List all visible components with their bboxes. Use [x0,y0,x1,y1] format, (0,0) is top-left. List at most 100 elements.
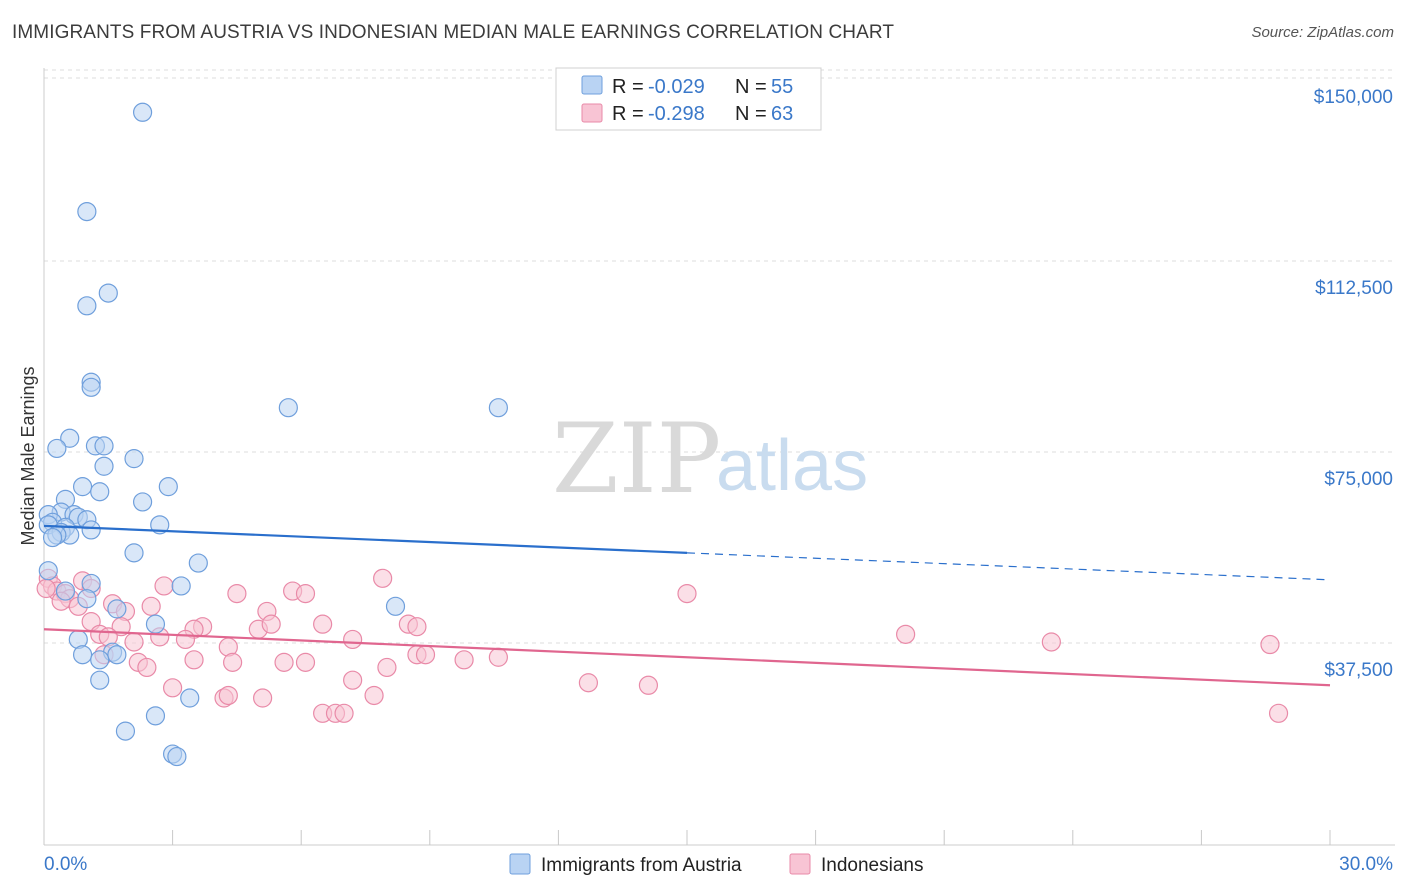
austria-point [81,520,101,540]
austria-point [124,449,144,469]
austria-point [167,746,187,767]
indonesians-point [295,652,316,672]
indonesians-point [184,650,204,670]
austria-point [115,721,136,741]
austria-point [72,477,93,497]
indonesians-point [415,645,436,665]
austria-point [188,553,208,573]
austria-point [98,283,118,303]
indonesians-point [1041,632,1061,652]
y-tick-label: $37,500 [1324,660,1393,681]
austria-point [42,527,63,548]
austria-point [107,645,127,665]
indonesians-point [227,583,247,604]
indonesians-point [578,673,599,693]
austria-point [145,614,166,634]
austria-point [60,428,80,448]
legend-swatch-austria [581,75,603,95]
austria-point [488,398,508,418]
indonesians-point [334,703,354,723]
indonesians-point [407,617,427,637]
austria-point [77,202,97,222]
indonesians-point [1260,634,1280,655]
indonesians-point [223,652,243,672]
indonesians-point [154,576,174,596]
source-label: Source: ZipAtlas.com [1251,24,1394,41]
indonesians-point [454,650,474,670]
indonesians-point [364,685,384,706]
indonesians-point [274,652,294,672]
austria-point [81,377,101,397]
indonesians-point [343,670,363,690]
y-tick-label: $150,000 [1314,87,1393,108]
austria-point [72,645,93,665]
indonesians-point [343,629,363,650]
indonesians-point [124,632,144,652]
legend-r-value-indonesians: -0.298 [648,103,705,125]
series-legend-swatch-austria [509,853,531,875]
austria-point [150,515,170,535]
indonesians-point [896,624,916,644]
x-tick-label-min: 0.0% [44,854,87,875]
y-tick-labels: $37,500 $75,000 $112,500 $150,000 [1314,87,1393,681]
series-legend-swatch-indonesians [789,853,811,875]
austria-point [94,436,114,456]
x-tick-label-max: 30.0% [1339,854,1393,875]
correlation-legend: R = -0.029 N = 55 R = -0.298 N = 63 [555,67,822,131]
austria-point [47,438,67,459]
indonesians-point [218,685,238,706]
austria-point [132,492,153,512]
legend-r-value-austria: -0.029 [648,76,705,98]
gridlines [44,69,1395,644]
series-legend: Immigrants from Austria Indonesians [509,853,923,876]
austria-point [107,599,127,619]
indonesians-point [137,657,157,678]
austria-point [145,706,166,726]
indonesians-point [253,688,273,708]
indonesians-point [111,617,131,637]
indonesians-point [295,583,316,604]
indonesians-point [163,678,183,698]
austria-point [158,477,178,497]
austria-point [38,561,58,581]
austria-point [77,589,97,609]
indonesians-point [377,657,397,678]
y-tick-label: $112,500 [1315,278,1393,299]
legend-n-value-austria: 55 [771,76,793,98]
y-tick-label: $75,000 [1324,469,1393,490]
legend-n-value-indonesians: 63 [771,103,793,125]
austria-point [94,456,114,476]
indonesians-point [261,614,281,634]
indonesians-point [373,568,393,588]
legend-swatch-indonesians [581,103,603,123]
legend-n-label-austria: N = [735,76,767,98]
austria-point [90,650,110,670]
austria-point [90,482,110,502]
indonesians-point [677,583,697,604]
austria-points [38,102,508,767]
austria-point [90,670,110,690]
indonesians-point [488,647,508,667]
x-tick-marks [43,830,1331,845]
axes [43,68,1395,846]
series-legend-label-indonesians: Indonesians [821,855,923,876]
indonesians-point [175,629,196,650]
austria-point [180,688,200,708]
trend-lines [43,524,1331,687]
watermark-atlas: atlas [716,426,868,506]
watermark: ZIP atlas [552,403,868,515]
legend-r-label-austria: R = [612,76,644,98]
indonesians-points [36,568,1289,723]
austria-point [278,398,298,418]
series-legend-label-austria: Immigrants from Austria [541,855,742,876]
indonesians-point [313,614,333,634]
indonesians-point [638,675,659,695]
y-axis-label: Median Male Earnings [18,366,38,545]
indonesians-trend-line [43,628,1331,687]
austria-point [55,581,76,601]
austria-trend-line [43,524,688,554]
austria-point [385,596,406,616]
legend-r-label-indonesians: R = [612,103,644,125]
austria-point [124,543,144,563]
